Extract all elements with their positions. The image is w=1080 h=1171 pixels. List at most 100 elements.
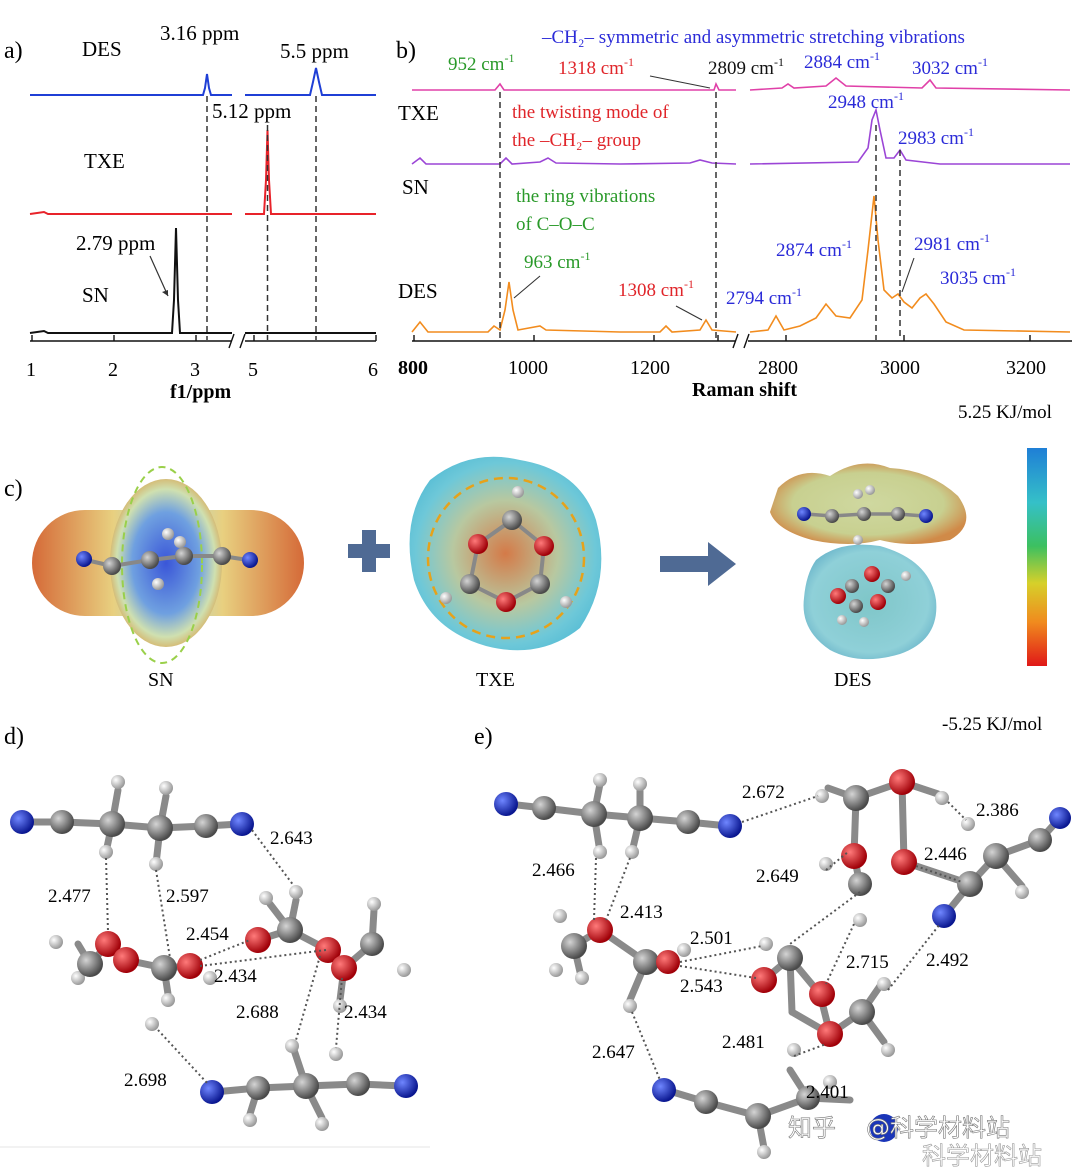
nmr-trace-des-left bbox=[30, 73, 232, 96]
raman-trace-des-left bbox=[411, 281, 737, 333]
trace-label-des-b: DES bbox=[398, 279, 438, 303]
dist-e-2492: 2.492 bbox=[926, 950, 969, 971]
trace-label-des: DES bbox=[82, 37, 122, 61]
annot-2884: 2884 cm-1 bbox=[804, 49, 880, 73]
dist-d-2643: 2.643 bbox=[270, 828, 313, 849]
dist-e-2446: 2.446 bbox=[924, 844, 967, 865]
annot-1308: 1308 cm-1 bbox=[618, 277, 694, 301]
dist-d-2477: 2.477 bbox=[48, 886, 91, 907]
x-tick-a-2: 2 bbox=[108, 359, 118, 381]
x-tick-b-800: 800 bbox=[398, 357, 428, 379]
watermark-zhihu: 知乎 bbox=[788, 1114, 836, 1142]
watermark-avatar-icon bbox=[870, 1114, 898, 1142]
txe-esp-surface bbox=[409, 456, 602, 651]
panel-e-nitrogens bbox=[494, 792, 1071, 1102]
plus-icon bbox=[348, 530, 390, 572]
dist-e-2413: 2.413 bbox=[620, 902, 663, 923]
x-ticks-b bbox=[413, 335, 1031, 341]
nmr-trace-txe-right bbox=[245, 129, 376, 215]
annot-ring-2: of C–O–C bbox=[516, 214, 595, 235]
panel-c: c) 5.25 KJ/mol -5.25 KJ/mol SN bbox=[4, 402, 1052, 735]
annot-316-ppm: 3.16 ppm bbox=[160, 21, 239, 45]
x-tick-a-5: 5 bbox=[248, 359, 258, 381]
trace-label-sn-b: SN bbox=[402, 175, 429, 199]
panel-c-label: c) bbox=[4, 476, 23, 502]
dist-e-2672: 2.672 bbox=[742, 782, 785, 803]
scale-max-label: 5.25 KJ/mol bbox=[958, 402, 1052, 423]
annot-1308-arrow bbox=[675, 305, 703, 321]
annot-3032: 3032 cm-1 bbox=[912, 55, 988, 79]
svg-text:2983 cm-1: 2983 cm-1 bbox=[898, 125, 974, 149]
annot-3035: 3035 cm-1 bbox=[940, 265, 1016, 289]
panel-e-hydrogens bbox=[549, 773, 1029, 1159]
x-ticks-a bbox=[31, 335, 377, 341]
molecule-label-des: DES bbox=[834, 669, 872, 691]
annot-2794: 2794 cm-1 bbox=[726, 285, 802, 309]
esp-color-scale bbox=[1027, 448, 1047, 666]
svg-text:2809 cm-1: 2809 cm-1 bbox=[708, 55, 784, 79]
dist-e-2401: 2.401 bbox=[806, 1082, 849, 1103]
annot-963: 963 cm-1 bbox=[524, 249, 590, 273]
dist-d-2698: 2.698 bbox=[124, 1070, 167, 1091]
arrow-right-icon bbox=[660, 542, 736, 586]
annot-ring-1: the ring vibrations bbox=[516, 186, 655, 207]
svg-text:2794 cm-1: 2794 cm-1 bbox=[726, 285, 802, 309]
panel-b-label: b) bbox=[396, 38, 416, 64]
svg-text:1318 cm-1: 1318 cm-1 bbox=[558, 55, 634, 79]
des-esp-surface bbox=[770, 463, 967, 660]
raman-trace-top-left bbox=[412, 81, 736, 91]
svg-text:3032 cm-1: 3032 cm-1 bbox=[912, 55, 988, 79]
panel-a: a) DES TXE SN 3.16 ppm 5.5 ppm 5.12 ppm … bbox=[4, 21, 378, 403]
svg-text:1308 cm-1: 1308 cm-1 bbox=[618, 277, 694, 301]
x-tick-a-1: 1 bbox=[26, 359, 36, 381]
trace-label-txe-b: TXE bbox=[398, 101, 439, 125]
dist-e-2715: 2.715 bbox=[846, 952, 889, 973]
annot-2874: 2874 cm-1 bbox=[776, 237, 852, 261]
svg-text:2884 cm-1: 2884 cm-1 bbox=[804, 49, 880, 73]
x-tick-b-2800: 2800 bbox=[758, 357, 798, 379]
panel-d-oxygens bbox=[95, 927, 357, 981]
svg-text:3035 cm-1: 3035 cm-1 bbox=[940, 265, 1016, 289]
annot-1318: 1318 cm-1 bbox=[558, 55, 634, 79]
x-tick-b-1000: 1000 bbox=[508, 357, 548, 379]
annot-512-ppm: 5.12 ppm bbox=[212, 99, 291, 123]
svg-text:2981 cm-1: 2981 cm-1 bbox=[914, 231, 990, 255]
x-tick-b-1200: 1200 bbox=[630, 357, 670, 379]
annot-279-arrow bbox=[149, 255, 169, 297]
molecule-label-txe: TXE bbox=[476, 669, 515, 691]
annot-2948: 2948 cm-1 bbox=[828, 89, 904, 113]
watermark-site: 科学材料站 bbox=[922, 1142, 1042, 1170]
annot-2809: 2809 cm-1 bbox=[708, 55, 784, 79]
panel-e-label: e) bbox=[474, 724, 493, 750]
dist-e-2386: 2.386 bbox=[976, 800, 1019, 821]
annot-2983: 2983 cm-1 bbox=[898, 125, 974, 149]
dist-d-2454: 2.454 bbox=[186, 924, 229, 945]
panel-d-carbons bbox=[50, 810, 384, 1100]
raman-trace-txe-left bbox=[411, 156, 737, 165]
dist-e-2481: 2.481 bbox=[722, 1032, 765, 1053]
annot-2981-arrow bbox=[901, 257, 915, 293]
x-tick-a-3: 3 bbox=[190, 359, 200, 381]
annot-1318-arrow bbox=[649, 75, 711, 89]
nmr-trace-des-right bbox=[245, 67, 376, 96]
scale-min-label: -5.25 KJ/mol bbox=[942, 714, 1042, 735]
annot-2981: 2981 cm-1 bbox=[914, 231, 990, 255]
dist-e-2466: 2.466 bbox=[532, 860, 575, 881]
dist-e-2501: 2.501 bbox=[690, 928, 733, 949]
raman-trace-top-right bbox=[749, 76, 1071, 91]
header-ch2-stretching: –CH₂– symmetric and asymmetric stretchin… bbox=[541, 27, 965, 48]
annot-952: 952 cm-1 bbox=[448, 51, 514, 75]
annot-963-arrow bbox=[513, 275, 541, 299]
panel-e-hbonds bbox=[593, 795, 967, 1081]
panel-d-hbonds bbox=[105, 829, 343, 1085]
dist-e-2649: 2.649 bbox=[756, 866, 799, 887]
dist-e-2543: 2.543 bbox=[680, 976, 723, 997]
nmr-trace-sn-left bbox=[29, 227, 232, 334]
trace-label-txe: TXE bbox=[84, 149, 125, 173]
axis-break-b bbox=[732, 333, 750, 349]
panel-d-hydrogens bbox=[49, 775, 411, 1131]
svg-text:963 cm-1: 963 cm-1 bbox=[524, 249, 590, 273]
raman-trace-des-right bbox=[749, 195, 1071, 333]
panel-d-nitrogens bbox=[10, 810, 418, 1104]
